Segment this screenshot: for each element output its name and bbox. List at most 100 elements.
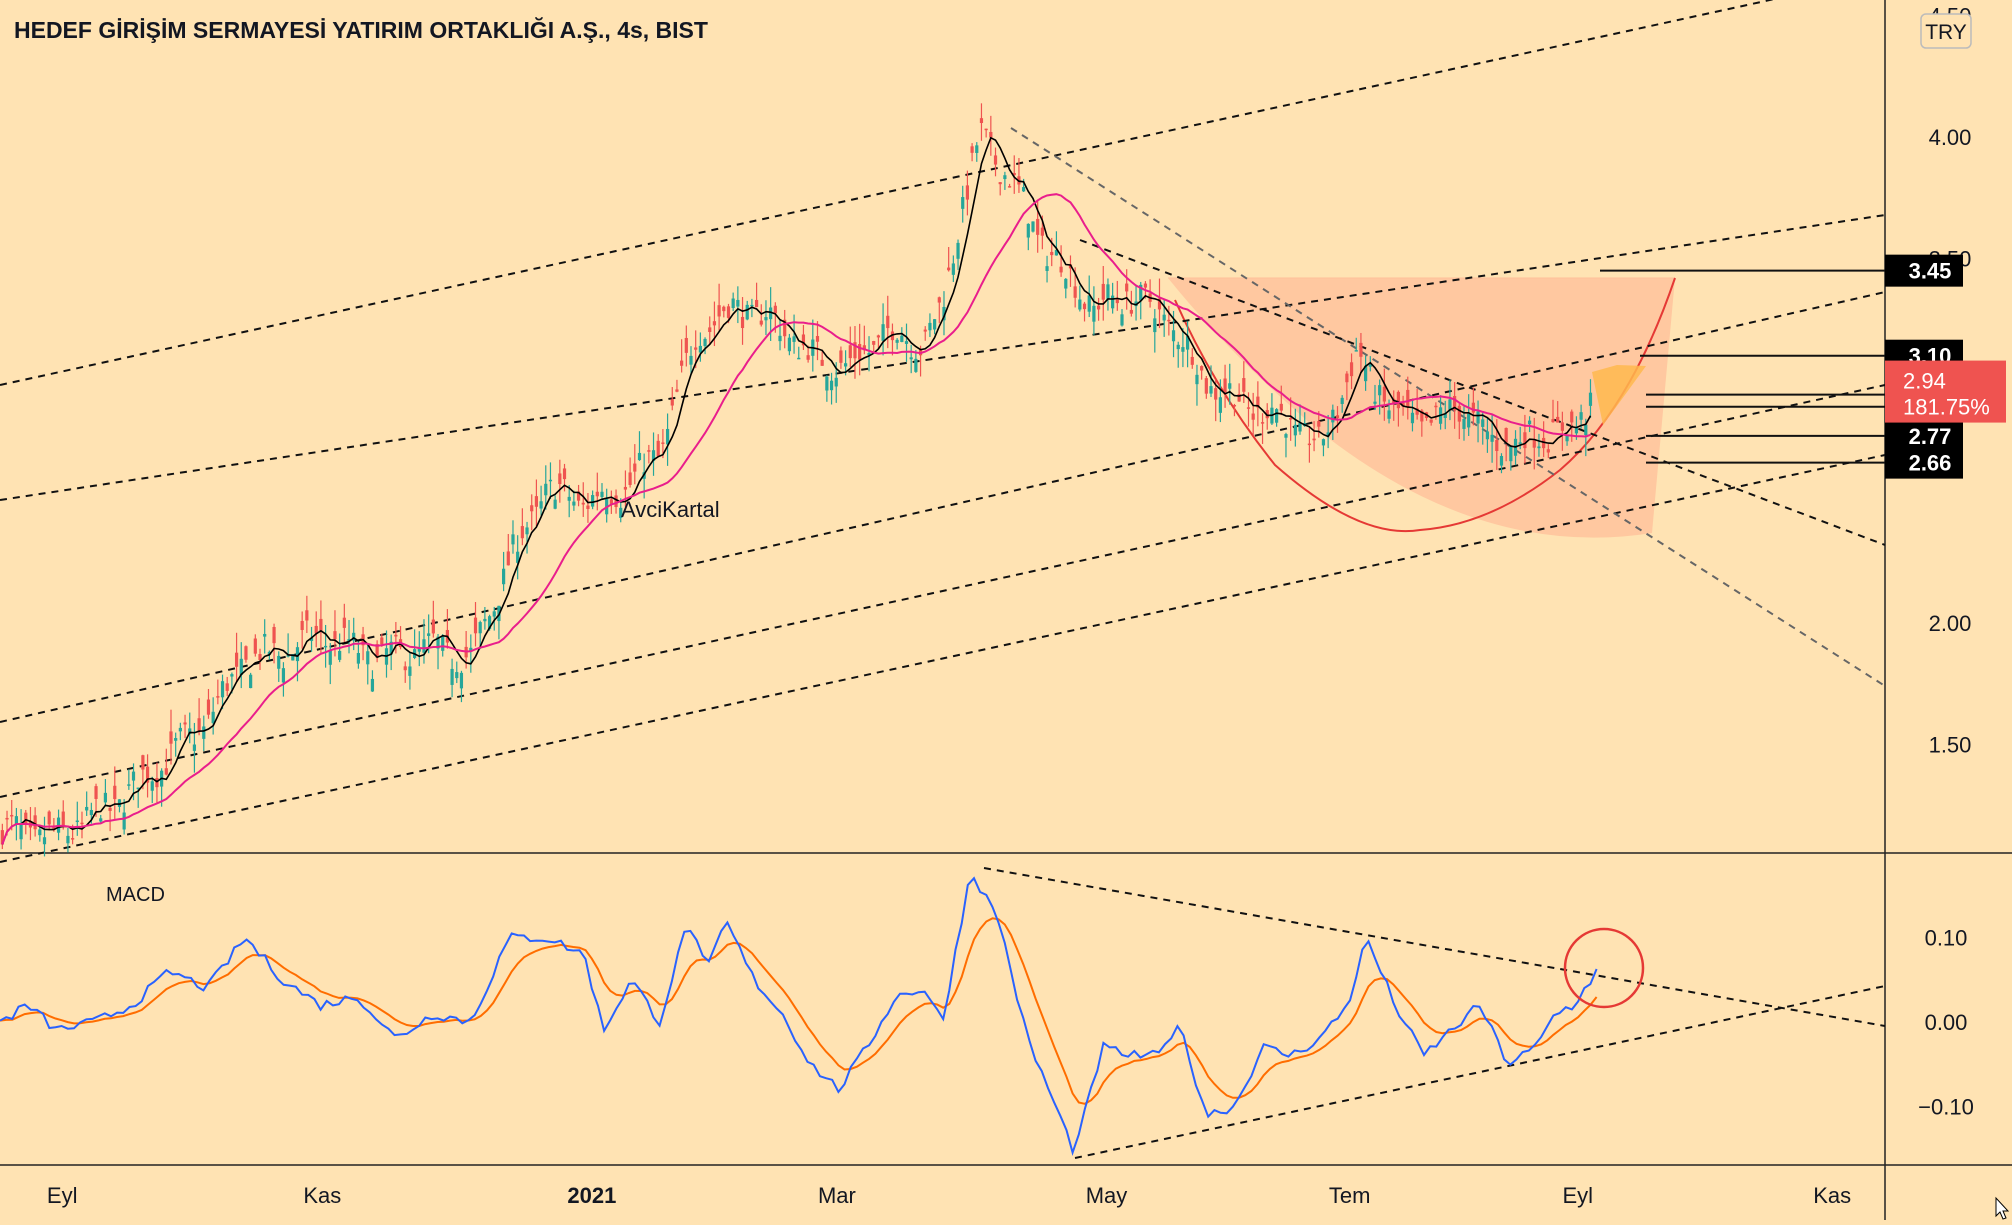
level-tag-label: 2.66 (1909, 451, 1952, 476)
chart-title: HEDEF GİRİŞİM SERMAYESİ YATIRIM ORTAKLIĞ… (14, 16, 708, 43)
candle-body (1523, 432, 1527, 449)
last-price-tag (1885, 360, 2006, 423)
candle-body (1321, 439, 1326, 446)
candle-body (71, 838, 75, 840)
candle-body (815, 335, 820, 342)
candle-body (965, 185, 970, 200)
candle-body (19, 824, 23, 840)
candle-body (933, 319, 937, 330)
candle-body (1415, 408, 1419, 415)
candle-body (511, 534, 515, 545)
candle-body (1457, 405, 1461, 422)
candle-body (85, 806, 89, 811)
candle-body (145, 766, 150, 783)
candle-body (1143, 283, 1148, 288)
channel-line (0, 291, 1886, 723)
candle-body (544, 483, 548, 496)
level-tag-label: 2.77 (1909, 424, 1952, 449)
candle-body (487, 616, 492, 630)
candle-body (1232, 404, 1237, 407)
time-tick-label: Kas (1813, 1183, 1851, 1208)
candle-body (1546, 449, 1550, 453)
candle-body (1087, 295, 1091, 312)
candle-body (656, 440, 660, 457)
level-tag-label: 3.45 (1909, 259, 1952, 284)
candle-body (970, 146, 974, 153)
candle-body (216, 696, 220, 698)
candle-body (1153, 318, 1157, 333)
candle-body (1410, 412, 1415, 424)
candle-body (1448, 399, 1452, 411)
candle-body (998, 182, 1002, 185)
candle-body (773, 305, 777, 314)
candle-body (230, 674, 234, 677)
candle-body (478, 622, 482, 634)
macd-tick-label: 0.00 (1925, 1010, 1968, 1035)
candle-body (281, 668, 286, 683)
candle-body (1190, 356, 1194, 365)
candle-body (1364, 365, 1368, 382)
candle-body (1396, 391, 1401, 409)
candle-body (1289, 418, 1293, 420)
candle-body (0, 830, 4, 845)
candle-body (1054, 249, 1059, 256)
channel-line (0, 384, 1886, 798)
candle-body (169, 731, 173, 744)
candle-body (834, 377, 838, 387)
candle-body (1256, 396, 1260, 408)
candle-body (1007, 186, 1012, 188)
price-axis[interactable]: 1.502.003.003.504.004.503.453.102.892.77… (1885, 4, 2006, 1120)
candle-body (122, 812, 126, 830)
candle-body (117, 799, 122, 807)
candle-body (66, 835, 70, 844)
candle-body (141, 755, 145, 770)
candle-body (1171, 330, 1176, 342)
candle-body (698, 345, 702, 353)
candle-body (188, 728, 192, 735)
candle-body (1279, 403, 1283, 411)
candle-body (52, 827, 56, 829)
candle-body (1542, 437, 1546, 449)
candle-body (848, 345, 852, 359)
candle-body (637, 452, 642, 461)
candle-body (431, 619, 435, 634)
candle-body (1265, 410, 1269, 419)
candle-body (572, 501, 576, 506)
candle-body (80, 822, 84, 825)
candle-body (127, 784, 131, 786)
candle-body (309, 637, 314, 641)
candle-body (14, 816, 18, 825)
candle-body (408, 666, 412, 676)
candle-body (778, 335, 782, 342)
last-price-change: 181.75% (1903, 395, 1990, 420)
candle-body (47, 811, 51, 825)
candle-body (1050, 251, 1054, 256)
candle-body (370, 678, 375, 692)
currency-button[interactable]: TRY (1920, 13, 1972, 49)
candle-body (923, 329, 927, 332)
candle-body (202, 726, 206, 739)
candle-body (24, 812, 28, 824)
candle-body (1125, 283, 1129, 292)
candle-body (272, 626, 276, 644)
candle-body (928, 322, 932, 331)
candle-body (516, 551, 520, 563)
candle-body (783, 319, 787, 337)
candle-body (1317, 421, 1321, 427)
resistance-line-long (1010, 127, 1886, 687)
candle-body (469, 647, 473, 652)
candle-body (249, 674, 253, 689)
time-tick-label: Tem (1329, 1183, 1371, 1208)
candle-body (1073, 286, 1077, 298)
candle-body (1560, 422, 1564, 431)
candle-body (211, 711, 215, 724)
candle-body (333, 631, 337, 640)
candle-body (576, 491, 581, 501)
candle-body (1064, 278, 1068, 289)
candle-body (876, 335, 880, 338)
candle-body (1185, 335, 1190, 350)
candle-body (1467, 413, 1471, 428)
time-axis[interactable]: Eyl Kas 2021 Mar May Tem Eyl Kas (47, 1183, 1851, 1208)
candle-body (323, 645, 328, 648)
